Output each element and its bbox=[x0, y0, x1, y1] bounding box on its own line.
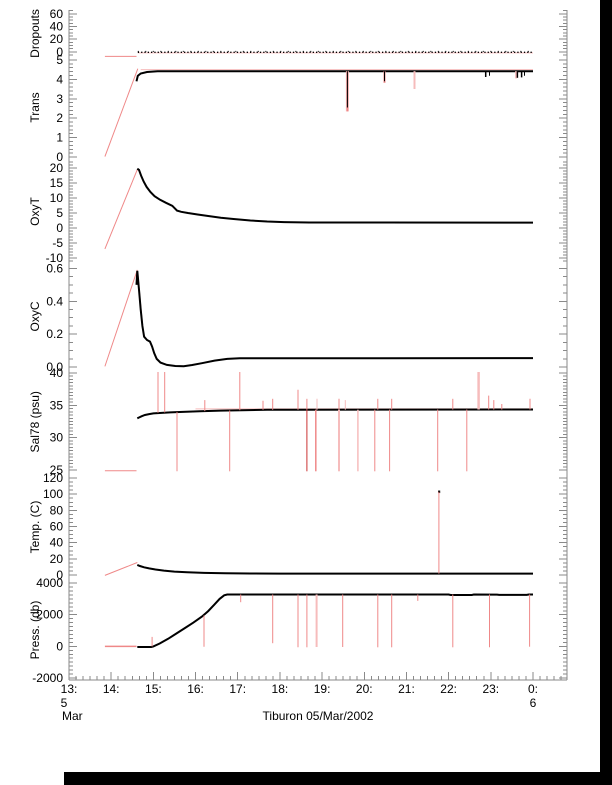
press-y-tick-label: 2000 bbox=[36, 608, 63, 622]
panel-oxyc: 0.0 0.2 0.4 0.6 OxyC bbox=[28, 261, 567, 374]
dropouts-y-ticks bbox=[69, 10, 567, 56]
trans-y-tick-label: 2 bbox=[56, 111, 63, 125]
panel-trans: 0 1 2 3 4 5 Trans bbox=[28, 53, 567, 164]
dropouts-y-tick-label: 0 bbox=[56, 45, 63, 59]
temp-y-tick-label: 0 bbox=[56, 568, 63, 582]
oxyt-y-tick-label: 5 bbox=[56, 206, 63, 220]
temp-y-tick-label: 120 bbox=[43, 471, 63, 485]
x-tick-label: 22: bbox=[440, 682, 457, 696]
oxyt-y-ticks bbox=[69, 161, 567, 262]
oxyt-y-tick-label: 0 bbox=[56, 221, 63, 235]
ylabel-sal78: Sal78 (psu) bbox=[28, 391, 42, 452]
temp-y-tick-label: 60 bbox=[50, 520, 64, 534]
x-tick-label: 23: bbox=[482, 682, 499, 696]
axes-frame bbox=[68, 10, 568, 681]
desktop-background-bottom bbox=[64, 772, 612, 785]
oxyt-y-tick-label: 20 bbox=[50, 161, 64, 175]
temp-series bbox=[104, 562, 138, 576]
trans-series bbox=[135, 70, 533, 82]
ylabel-oxyt: OxyT bbox=[28, 197, 42, 226]
desktop-background-right bbox=[600, 0, 612, 785]
oxyc-series bbox=[135, 270, 534, 368]
sal78-y-tick-label: 30 bbox=[50, 431, 64, 445]
sal78-y-tick-label: 40 bbox=[50, 366, 64, 380]
plot-title: Tiburon 05/Mar/2002 bbox=[263, 709, 374, 723]
dropouts-y-tick-label: 60 bbox=[50, 7, 64, 21]
press-series bbox=[137, 593, 533, 648]
temp-y-tick-label: 20 bbox=[50, 552, 64, 566]
x-tick-label: 15: bbox=[145, 682, 162, 696]
ylabel-oxyc: OxyC bbox=[28, 301, 42, 331]
panel-temp: 0 20 40 60 80 100 120 Temp. (C) bbox=[28, 471, 567, 582]
trans-y-ticks bbox=[69, 59, 567, 158]
ylabel-temp: Temp. (C) bbox=[28, 501, 42, 554]
press-y-tick-label: 4000 bbox=[36, 576, 63, 590]
sal78-y-tick-label: 25 bbox=[50, 463, 64, 477]
temp-y-ticks bbox=[69, 477, 567, 576]
trans-y-tick-label: 4 bbox=[56, 72, 63, 86]
temp-y-tick-label: 40 bbox=[50, 536, 64, 550]
dropouts-y-tick-label: 20 bbox=[50, 32, 64, 46]
temp-y-tick-label: 80 bbox=[50, 503, 64, 517]
x-tick-label: 17: bbox=[229, 682, 246, 696]
oxyc-y-tick-label: 0.4 bbox=[46, 294, 63, 308]
trans-y-tick-label: 5 bbox=[56, 53, 63, 67]
ylabel-dropouts: Dropouts bbox=[28, 9, 42, 58]
oxyt-y-tick-label: -10 bbox=[46, 251, 64, 265]
x-tick-label: 21: bbox=[398, 682, 415, 696]
press-y-tick-label: 0 bbox=[56, 639, 63, 653]
oxyc-y-ticks bbox=[69, 267, 567, 368]
oxyt-y-tick-label: 15 bbox=[50, 176, 64, 190]
temp-series bbox=[136, 563, 533, 575]
footer-month: Mar bbox=[62, 709, 83, 723]
x-tick-label: 19: bbox=[314, 682, 331, 696]
x-tick-label: 0: bbox=[528, 682, 538, 696]
ylabel-press: Press. (db) bbox=[28, 601, 42, 660]
oxyt-y-tick-label: 10 bbox=[50, 191, 64, 205]
temp-y-tick-label: 100 bbox=[43, 487, 63, 501]
sal78-y-ticks bbox=[69, 372, 567, 471]
x-tick-label: 14: bbox=[103, 682, 120, 696]
x-tick-label: 16: bbox=[187, 682, 204, 696]
press-y-ticks bbox=[69, 582, 567, 679]
oxyt-series bbox=[136, 167, 534, 224]
ylabel-trans: Trans bbox=[28, 92, 42, 122]
sal78-series bbox=[136, 408, 534, 420]
trans-series bbox=[104, 68, 139, 157]
oxyt-series bbox=[104, 169, 138, 250]
oxyc-y-tick-label: 0.2 bbox=[46, 327, 63, 341]
trans-y-tick-label: 3 bbox=[56, 92, 63, 106]
oxyc-y-tick-label: 0.0 bbox=[46, 360, 63, 374]
oxyc-y-tick-label: 0.6 bbox=[46, 261, 63, 275]
oxyc-series bbox=[104, 269, 138, 367]
x-tick-label: 13: bbox=[61, 682, 78, 696]
press-y-tick-label: -2000 bbox=[32, 671, 63, 685]
sal78-y-tick-label: 35 bbox=[50, 398, 64, 412]
panel-press: -2000 0 2000 4000 Press. (db) bbox=[28, 576, 567, 685]
footer-end-day: 6 bbox=[530, 696, 537, 710]
footer-start-day: 5 bbox=[61, 696, 68, 710]
trans-y-tick-label: 0 bbox=[56, 150, 63, 164]
panel-sal78: 25 30 35 40 Sal78 (psu) bbox=[28, 366, 567, 477]
x-tick-label: 18: bbox=[272, 682, 289, 696]
x-tick-label: 20: bbox=[356, 682, 373, 696]
trans-y-tick-label: 1 bbox=[56, 131, 63, 145]
oxyt-y-tick-label: -5 bbox=[52, 236, 63, 250]
dropouts-y-tick-label: 40 bbox=[50, 20, 64, 34]
